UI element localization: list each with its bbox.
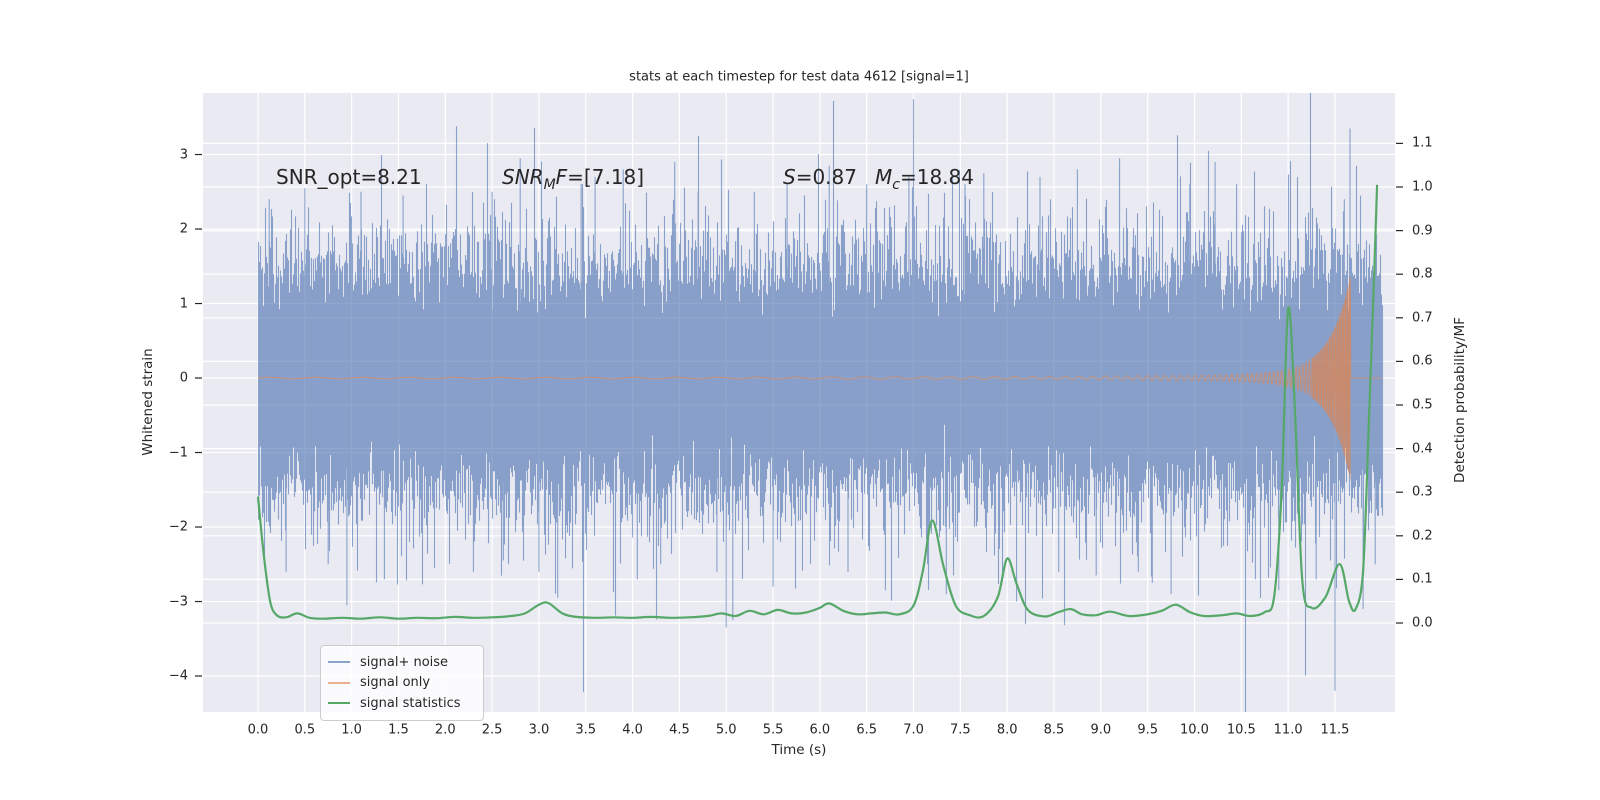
x-tick-label: 2.0 [434, 722, 456, 738]
chart-title: stats at each timestep for test data 461… [629, 69, 969, 85]
x-tick-label: 0.0 [247, 722, 269, 738]
y-right-tick-label: 0.1 [1412, 571, 1433, 587]
y-right-tick-label: 0.2 [1412, 528, 1433, 544]
y-right-tick-label: 0.6 [1412, 353, 1433, 369]
x-tick-label: 0.5 [294, 722, 316, 738]
y-right-tick-label: 0.0 [1412, 615, 1433, 631]
x-tick-label: 10.5 [1226, 722, 1256, 738]
x-tick-label: 9.5 [1137, 722, 1158, 738]
x-tick-label: 4.0 [622, 722, 643, 738]
y-right-tick-label: 0.9 [1412, 223, 1433, 239]
y-right-tick-label: 1.0 [1412, 179, 1433, 195]
y-right-tick-label: 1.1 [1412, 135, 1433, 151]
legend-line-swatch [328, 702, 350, 705]
annotation-s: S=0.87 [783, 165, 857, 189]
x-tick-label: 3.0 [528, 722, 550, 738]
y-left-tick-label: −1 [168, 445, 188, 461]
y-axis-label-left: Whitened strain [140, 348, 156, 456]
x-tick-label: 7.0 [903, 722, 924, 738]
y-left-tick-label: −4 [168, 668, 188, 684]
x-tick-label: 4.5 [669, 722, 690, 738]
x-tick-label: 2.5 [481, 722, 503, 738]
x-axis-label: Time (s) [771, 742, 827, 758]
plot-area [203, 93, 1395, 712]
x-tick-label: 8.0 [996, 722, 1018, 738]
x-tick-label: 9.0 [1090, 722, 1112, 738]
series-signal-noise [257, 93, 1384, 712]
y-right-tick-label: 0.4 [1412, 441, 1433, 457]
legend: signal+ noise signal only signal statistic… [320, 645, 484, 721]
y-left-tick-label: −2 [168, 519, 188, 535]
legend-item: signal statistics [328, 693, 473, 714]
y-left-tick-label: −3 [168, 594, 188, 610]
x-tick-label: 5.0 [715, 722, 737, 738]
tick-marks [195, 142, 1403, 677]
x-tick-label: 6.5 [856, 722, 878, 738]
y-right-tick-label: 0.8 [1412, 266, 1433, 282]
legend-label: signal only [360, 675, 431, 691]
x-tick-label: 1.5 [388, 722, 409, 738]
y-right-tick-label: 0.5 [1412, 397, 1433, 413]
legend-label: signal statistics [360, 695, 461, 711]
annotation-snr-mf: SNRMF=[7.18] [502, 165, 645, 193]
y-left-tick-label: 0 [179, 370, 188, 386]
y-left-tick-label: 1 [179, 296, 188, 312]
x-tick-label: 11.0 [1273, 722, 1303, 738]
x-tick-label: 7.5 [950, 722, 971, 738]
y-right-tick-label: 0.7 [1412, 310, 1433, 326]
legend-item: signal+ noise [328, 652, 473, 673]
legend-label: signal+ noise [360, 654, 449, 670]
x-tick-label: 11.5 [1320, 722, 1350, 738]
legend-line-swatch [328, 681, 350, 684]
annotation-snr-opt: SNR_opt=8.21 [276, 165, 422, 189]
y-left-tick-label: 2 [179, 221, 188, 237]
y-right-tick-label: 0.3 [1412, 484, 1433, 500]
y-axis-label-right: Detection probability/MF [1452, 317, 1468, 483]
series-signal-statistics [256, 184, 1379, 620]
x-tick-label: 5.5 [762, 722, 784, 738]
legend-line-swatch [328, 661, 350, 664]
x-tick-label: 8.5 [1043, 722, 1065, 738]
x-tick-label: 1.0 [341, 722, 362, 738]
x-tick-label: 3.5 [575, 722, 597, 738]
x-tick-label: 6.0 [809, 722, 831, 738]
legend-item: signal only [328, 673, 473, 694]
x-tick-label: 10.0 [1180, 722, 1209, 738]
series-signal-only [258, 277, 1382, 473]
y-left-tick-label: 3 [179, 147, 188, 163]
annotation-mc: Mc=18.84 [875, 165, 974, 193]
